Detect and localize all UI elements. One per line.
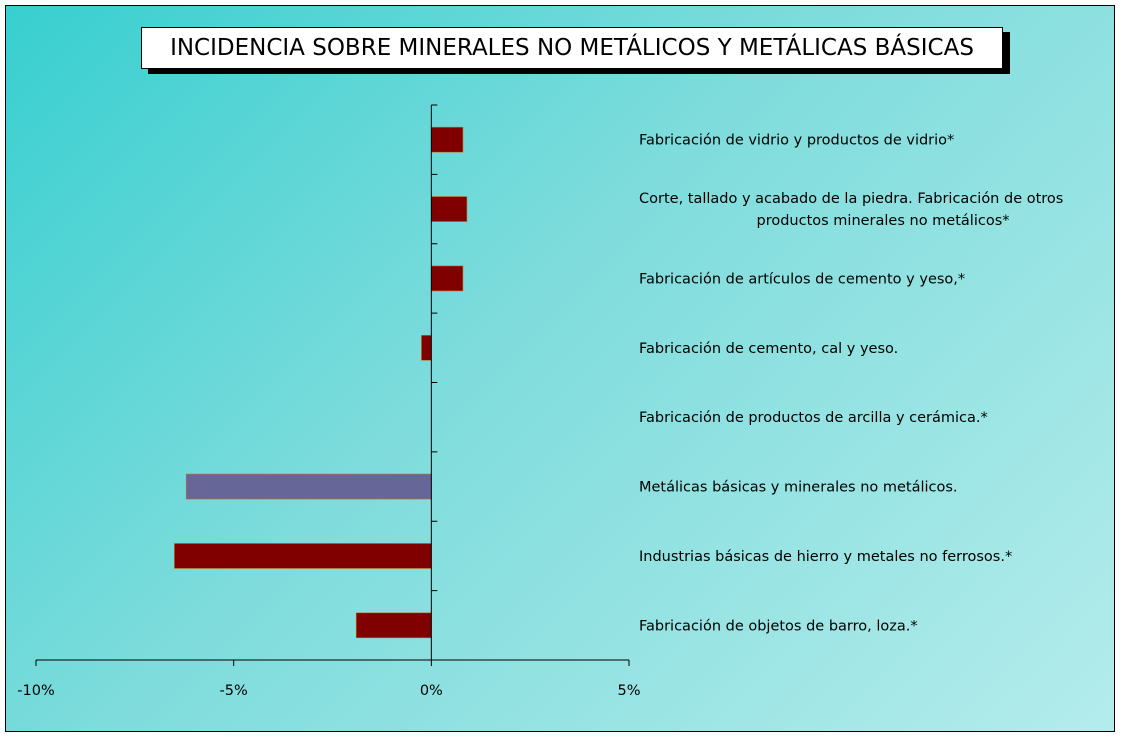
bar-6 <box>174 543 432 569</box>
bar-5 <box>185 473 432 500</box>
x-tick-label-2: 0% <box>420 683 443 699</box>
category-label-5: Metálicas básicas y minerales no metálic… <box>639 480 958 496</box>
category-label-4: Fabricación de productos de arcilla y ce… <box>639 410 988 426</box>
category-label-2: Fabricación de artículos de cemento y ye… <box>639 271 965 287</box>
bar-chart-plot: -10% -5% 0% 5% Fabricación de vidrio y prod… <box>17 104 1063 699</box>
bar-1 <box>431 196 468 222</box>
chart-frame: INCIDENCIA SOBRE MINERALES NO METÁLICOS … <box>5 5 1115 732</box>
x-tick-label-1: -5% <box>220 683 248 699</box>
bars-group <box>174 126 468 639</box>
bar-3 <box>421 335 432 361</box>
labels-group: Fabricación de vidrio y productos de vid… <box>639 133 1063 635</box>
category-label-6: Industrias básicas de hierro y metales n… <box>639 549 1012 565</box>
category-label-1-line-0: Corte, tallado y acabado de la piedra. F… <box>639 191 1063 207</box>
x-tick-label-3: 5% <box>617 683 640 699</box>
category-label-1-line-1: productos minerales no metálicos* <box>756 213 1009 229</box>
bar-7 <box>355 612 432 639</box>
chart-title: INCIDENCIA SOBRE MINERALES NO METÁLICOS … <box>141 27 1003 69</box>
axes-group: -10% -5% 0% 5% <box>17 104 641 699</box>
category-label-3: Fabricación de cemento, cal y yeso. <box>639 341 898 357</box>
bar-0 <box>431 126 464 153</box>
bar-2 <box>431 265 464 292</box>
category-label-7: Fabricación de objetos de barro, loza.* <box>639 618 918 634</box>
x-tick-label-0: -10% <box>17 683 54 699</box>
category-label-0: Fabricación de vidrio y productos de vid… <box>639 133 954 149</box>
